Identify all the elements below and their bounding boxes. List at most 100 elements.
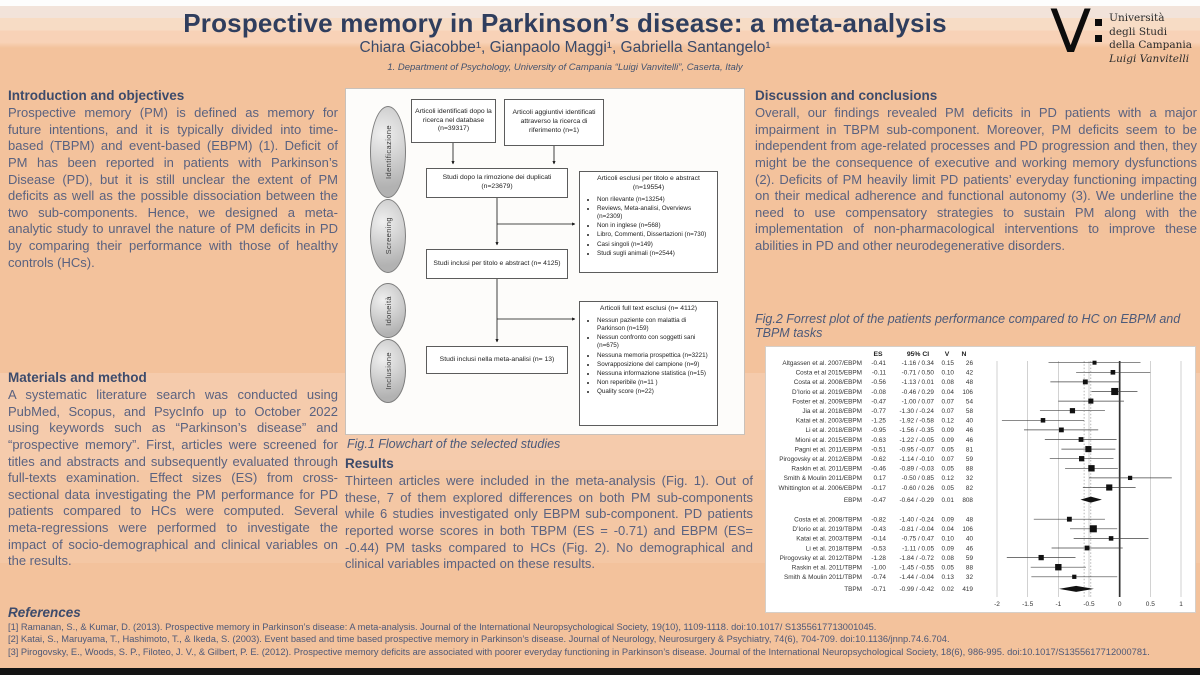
svg-text:-0.50 / 0.85: -0.50 / 0.85 xyxy=(902,475,935,482)
svg-text:-0.63: -0.63 xyxy=(871,437,886,444)
svg-text:0.08: 0.08 xyxy=(942,555,955,562)
svg-text:Katai et al. 2003/EBPM: Katai et al. 2003/EBPM xyxy=(796,418,862,425)
flow-box-additional: Articoli aggiuntivi identificati attrave… xyxy=(504,99,604,146)
svg-text:-1.00: -1.00 xyxy=(871,565,886,572)
methods-section: Materials and method A systematic litera… xyxy=(8,370,338,570)
svg-text:0.08: 0.08 xyxy=(942,379,955,386)
svg-text:-0.47: -0.47 xyxy=(871,497,886,504)
svg-text:Raskin et al. 2011/EBPM: Raskin et al. 2011/EBPM xyxy=(791,466,862,473)
svg-text:0.15: 0.15 xyxy=(942,360,955,367)
flow-box-dedup: Studi dopo la rimozione dei duplicati (n… xyxy=(426,168,568,198)
poster-header: Prospective memory in Parkinson’s diseas… xyxy=(0,0,1130,73)
svg-text:95% CI: 95% CI xyxy=(907,351,929,358)
svg-text:TBPM: TBPM xyxy=(844,586,862,593)
svg-text:-0.47: -0.47 xyxy=(871,398,886,405)
svg-text:106: 106 xyxy=(962,526,973,533)
svg-text:Foster et al. 2009/EBPM: Foster et al. 2009/EBPM xyxy=(792,398,862,405)
university-logo: V Università degli Studi della Campania … xyxy=(1050,2,1192,67)
svg-text:88: 88 xyxy=(966,466,974,473)
svg-text:-1.44 / -0.04: -1.44 / -0.04 xyxy=(900,574,935,581)
svg-text:32: 32 xyxy=(966,475,974,482)
fig1-caption: Fig.1 Flowchart of the selected studies xyxy=(347,437,561,451)
svg-text:Mioni et al. 2015/EBPM: Mioni et al. 2015/EBPM xyxy=(795,437,862,444)
svg-text:26: 26 xyxy=(966,360,974,367)
exclusion-item: Non rilevante (n=13254) xyxy=(597,196,713,204)
svg-text:-1.25: -1.25 xyxy=(871,418,886,425)
svg-text:-0.82: -0.82 xyxy=(871,517,886,524)
svg-text:-0.99 / -0.42: -0.99 / -0.42 xyxy=(900,586,935,593)
exclusion-item: Nessuna memoria prospettica (n=3221) xyxy=(597,352,713,360)
svg-text:-1.30 / -0.24: -1.30 / -0.24 xyxy=(900,408,935,415)
svg-text:58: 58 xyxy=(966,408,974,415)
references-heading: References xyxy=(8,605,81,620)
svg-text:-0.64 / -0.29: -0.64 / -0.29 xyxy=(900,497,935,504)
svg-text:Pagni et al. 2011/EBPM: Pagni et al. 2011/EBPM xyxy=(795,446,862,453)
svg-text:-0.46: -0.46 xyxy=(871,466,886,473)
right-column: Discussion and conclusions Overall, our … xyxy=(755,88,1197,613)
svg-text:0.05: 0.05 xyxy=(942,466,955,473)
results-paragraph: Thirteen articles were included in the m… xyxy=(345,473,753,572)
svg-text:Altgassen et al. 2007/EBPM: Altgassen et al. 2007/EBPM xyxy=(782,360,862,367)
logo-dot xyxy=(1095,35,1103,42)
svg-text:-0.71 / 0.50: -0.71 / 0.50 xyxy=(902,370,935,377)
svg-text:EBPM: EBPM xyxy=(844,497,862,504)
svg-text:Raskin et al. 2011/TBPM: Raskin et al. 2011/TBPM xyxy=(792,565,862,572)
svg-text:0.10: 0.10 xyxy=(942,536,955,543)
svg-text:1: 1 xyxy=(1179,601,1183,608)
svg-text:-1.22 / -0.05: -1.22 / -0.05 xyxy=(900,437,935,444)
svg-text:81: 81 xyxy=(966,446,974,453)
bottom-black-bar xyxy=(0,668,1200,675)
svg-text:Costa et al. 2008/TBPM: Costa et al. 2008/TBPM xyxy=(794,517,862,524)
svg-text:-0.81 / -0.04: -0.81 / -0.04 xyxy=(900,526,935,533)
svg-text:-0.71: -0.71 xyxy=(871,586,886,593)
svg-text:0.04: 0.04 xyxy=(942,389,955,396)
logo-line: della Campania xyxy=(1109,39,1192,52)
results-heading: Results xyxy=(345,456,394,471)
results-section: Results Thirteen articles were included … xyxy=(345,456,753,573)
svg-text:419: 419 xyxy=(962,586,973,593)
svg-text:46: 46 xyxy=(966,545,974,552)
svg-text:48: 48 xyxy=(966,517,974,524)
flow-box-database: Articoli identificati dopo la ricerca ne… xyxy=(411,99,496,143)
forest-plot-panel: -2 -1.5 -1 -0.5 0 0.5 1 ES 95% CI V N Altgassen et … xyxy=(765,346,1196,613)
logo-text: Università degli Studi della Campania Lu… xyxy=(1109,12,1192,67)
svg-text:-0.89 / -0.03: -0.89 / -0.03 xyxy=(900,466,935,473)
svg-text:-1.40 / -0.24: -1.40 / -0.24 xyxy=(900,517,935,524)
exclusion-list: Nessun paziente con malattia di Parkinso… xyxy=(597,317,713,397)
svg-text:-1.11 / 0.05: -1.11 / 0.05 xyxy=(902,545,934,552)
intro-heading: Introduction and objectives xyxy=(8,88,185,103)
svg-text:Katai et al. 2003/TBPM: Katai et al. 2003/TBPM xyxy=(796,536,862,543)
exclusion-item: Quality score (n=22) xyxy=(597,388,713,396)
svg-text:-1.92 / -0.58: -1.92 / -0.58 xyxy=(900,418,935,425)
svg-text:-1.28: -1.28 xyxy=(871,555,886,562)
methods-heading: Materials and method xyxy=(8,370,147,385)
logo-line: degli Studi xyxy=(1109,25,1168,38)
svg-text:ES: ES xyxy=(873,351,883,358)
flow-box-title-included: Studi inclusi per titolo e abstract (n= … xyxy=(426,249,568,279)
svg-text:-1.56 / -0.35: -1.56 / -0.35 xyxy=(900,427,935,434)
svg-text:0.10: 0.10 xyxy=(942,370,955,377)
svg-text:-1.13 / 0.01: -1.13 / 0.01 xyxy=(902,379,935,386)
logo-colon-icon xyxy=(1095,19,1103,42)
fig2-caption: Fig.2 Forrest plot of the patients perfo… xyxy=(755,312,1181,341)
svg-text:0.09: 0.09 xyxy=(942,545,955,552)
svg-text:0.01: 0.01 xyxy=(942,497,955,504)
svg-text:-0.51: -0.51 xyxy=(871,446,886,453)
svg-text:0.07: 0.07 xyxy=(942,398,955,405)
exclusion-item: Studi sugli animali (n=2544) xyxy=(597,250,713,258)
svg-text:0.09: 0.09 xyxy=(942,437,955,444)
forest-plot: -2 -1.5 -1 -0.5 0 0.5 1 ES 95% CI V N Altgassen et … xyxy=(779,351,1184,608)
svg-text:0.5: 0.5 xyxy=(1146,601,1155,608)
svg-text:0.12: 0.12 xyxy=(942,418,955,425)
svg-text:54: 54 xyxy=(966,398,974,405)
svg-text:Jia et al. 2018/EBPM: Jia et al. 2018/EBPM xyxy=(802,408,862,415)
svg-text:-0.95: -0.95 xyxy=(871,427,886,434)
stage-screening: Screening xyxy=(370,199,406,273)
exclusion-item: Casi singoli (n=149) xyxy=(597,241,713,249)
authors-line: Chiara Giacobbe¹, Gianpaolo Maggi¹, Gabr… xyxy=(359,39,771,56)
reference-item: [1] Ramanan, S., & Kumar, D. (2013). Pro… xyxy=(8,622,877,632)
flowchart-panel: Identificazione Screening Idoneità Inclu… xyxy=(345,88,745,435)
svg-text:0.13: 0.13 xyxy=(942,574,955,581)
svg-text:-0.75 / 0.47: -0.75 / 0.47 xyxy=(902,536,935,543)
